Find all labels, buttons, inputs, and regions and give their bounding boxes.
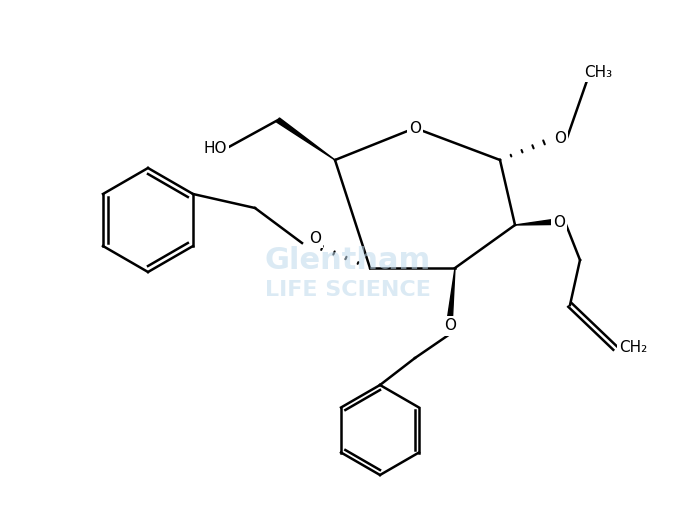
Text: O: O	[444, 318, 456, 333]
Text: O: O	[309, 230, 321, 245]
Text: O: O	[554, 131, 566, 146]
Text: O: O	[553, 215, 565, 229]
Text: Glentham: Glentham	[265, 245, 431, 275]
Text: O: O	[409, 121, 421, 136]
Text: CH₂: CH₂	[619, 341, 647, 356]
Text: LIFE SCIENCE: LIFE SCIENCE	[265, 280, 431, 300]
Text: CH₃: CH₃	[584, 64, 612, 80]
Text: HO: HO	[203, 140, 227, 155]
Polygon shape	[448, 268, 455, 318]
Polygon shape	[276, 118, 335, 160]
Polygon shape	[515, 219, 553, 225]
